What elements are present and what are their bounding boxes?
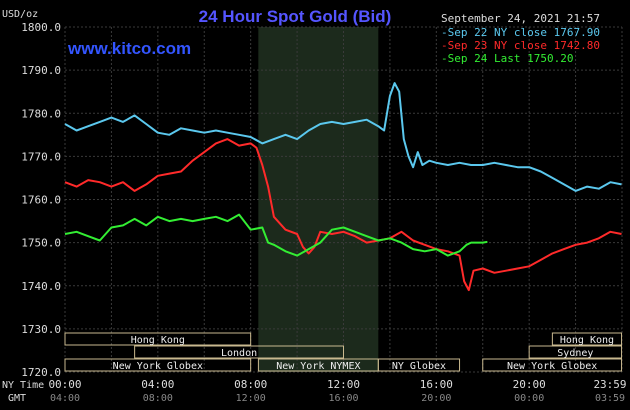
series-line-0 (64, 82, 622, 192)
session-bar (528, 345, 623, 359)
gmt-label: GMT (8, 393, 26, 404)
y-tick-label: 1750.0 (21, 237, 61, 250)
x-tick-label-ny: 00:00 (48, 378, 81, 391)
session-bar (134, 345, 344, 359)
x-tick-label-gmt: 12:00 (236, 393, 266, 404)
x-tick-label-ny: 20:00 (513, 378, 546, 391)
x-tick-label-gmt: 16:00 (328, 393, 358, 404)
y-tick-label: 1780.0 (21, 107, 61, 120)
x-tick-label-gmt: 08:00 (143, 393, 173, 404)
x-tick-label-gmt: 00:00 (514, 393, 544, 404)
x-axis-ticks: 00:00 04:00 08:00 12:00 16:00 20:00 23:59 04:00… (48, 378, 626, 404)
x-tick-label-ny: 12:00 (327, 378, 360, 391)
session-label: London (221, 348, 257, 359)
series-line-2 (64, 213, 488, 257)
x-tick-label-ny: 04:00 (141, 378, 174, 391)
market-sessions: Hong Kong Hong Kong London Sydney New York G… (64, 332, 623, 372)
series-line-1 (64, 138, 622, 292)
grid (64, 26, 623, 373)
session-bar (64, 332, 252, 346)
x-tick-label-gmt: 20:00 (421, 393, 451, 404)
session-bar (64, 358, 252, 372)
x-tick-label-ny: 08:00 (234, 378, 267, 391)
session-bar (377, 358, 461, 372)
x-tick-label-ny: 23:59 (593, 378, 626, 391)
ny-time-label: NY Time (2, 380, 44, 391)
y-tick-label: 1770.0 (21, 150, 61, 163)
x-tick-label-ny: 16:00 (420, 378, 453, 391)
session-bar (482, 358, 623, 372)
y-tick-label: 1800.0 (21, 21, 61, 34)
y-axis-ticks: 1800.0 1790.0 1780.0 1770.0 1760.0 1750.0 1740… (21, 21, 61, 379)
legend-entry: -Sep 22 NY close 1767.90 (441, 26, 600, 39)
session-label: New York NYMEX (276, 361, 360, 372)
currency-label: USD/oz (2, 9, 38, 20)
session-label: NY Globex (392, 361, 446, 372)
y-tick-label: 1740.0 (21, 280, 61, 293)
x-tick-label-gmt: 03:59 (595, 393, 625, 404)
session-bar (551, 332, 623, 346)
x-tick-label-gmt: 04:00 (50, 393, 80, 404)
price-lines (64, 82, 622, 292)
legend-entry: -Sep 24 Last 1750.20 (441, 52, 573, 65)
chart-title: 24 Hour Spot Gold (Bid) (199, 7, 392, 26)
y-tick-label: 1790.0 (21, 64, 61, 77)
session-label: Sydney (557, 348, 593, 359)
session-label: Hong Kong (560, 335, 614, 346)
session-label: Hong Kong (131, 335, 185, 346)
site-url: www.kitco.com (67, 39, 191, 58)
y-tick-label: 1720.0 (21, 366, 61, 379)
datetime-label: September 24, 2021 21:57 (441, 12, 600, 25)
session-label: New York Globex (113, 361, 203, 372)
session-label: New York Globex (507, 361, 597, 372)
y-tick-label: 1760.0 (21, 194, 61, 207)
legend-entry: -Sep 23 NY close 1742.80 (441, 39, 600, 52)
legend: -Sep 22 NY close 1767.90-Sep 23 NY close… (441, 26, 600, 65)
y-tick-label: 1730.0 (21, 323, 61, 336)
